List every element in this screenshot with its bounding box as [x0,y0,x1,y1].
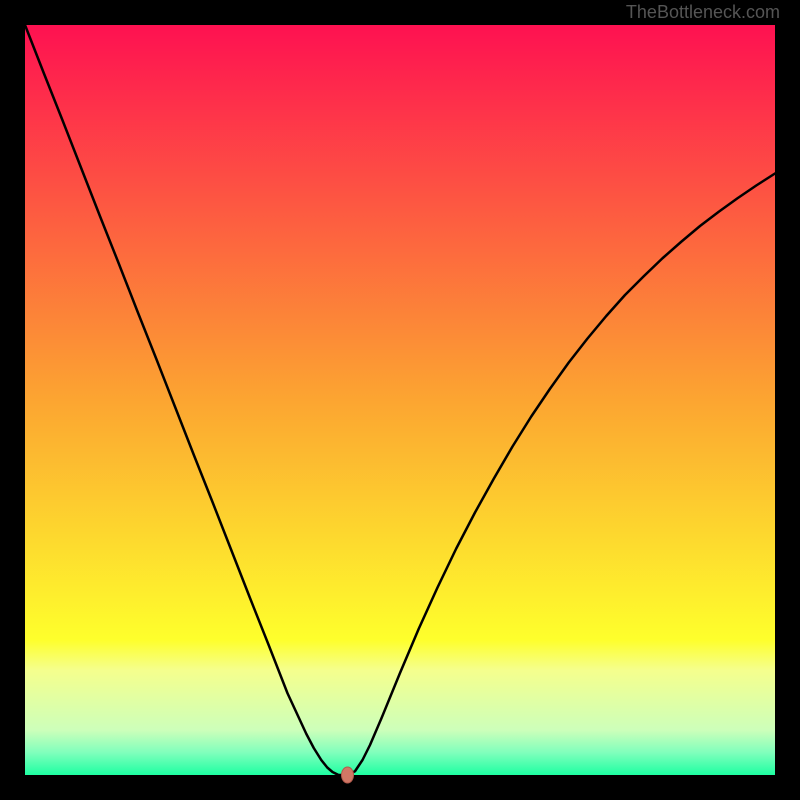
plot-area [25,25,775,775]
bottleneck-curve [25,25,775,775]
curve-svg [25,25,775,775]
optimal-marker [342,767,354,783]
watermark-text: TheBottleneck.com [626,2,780,23]
